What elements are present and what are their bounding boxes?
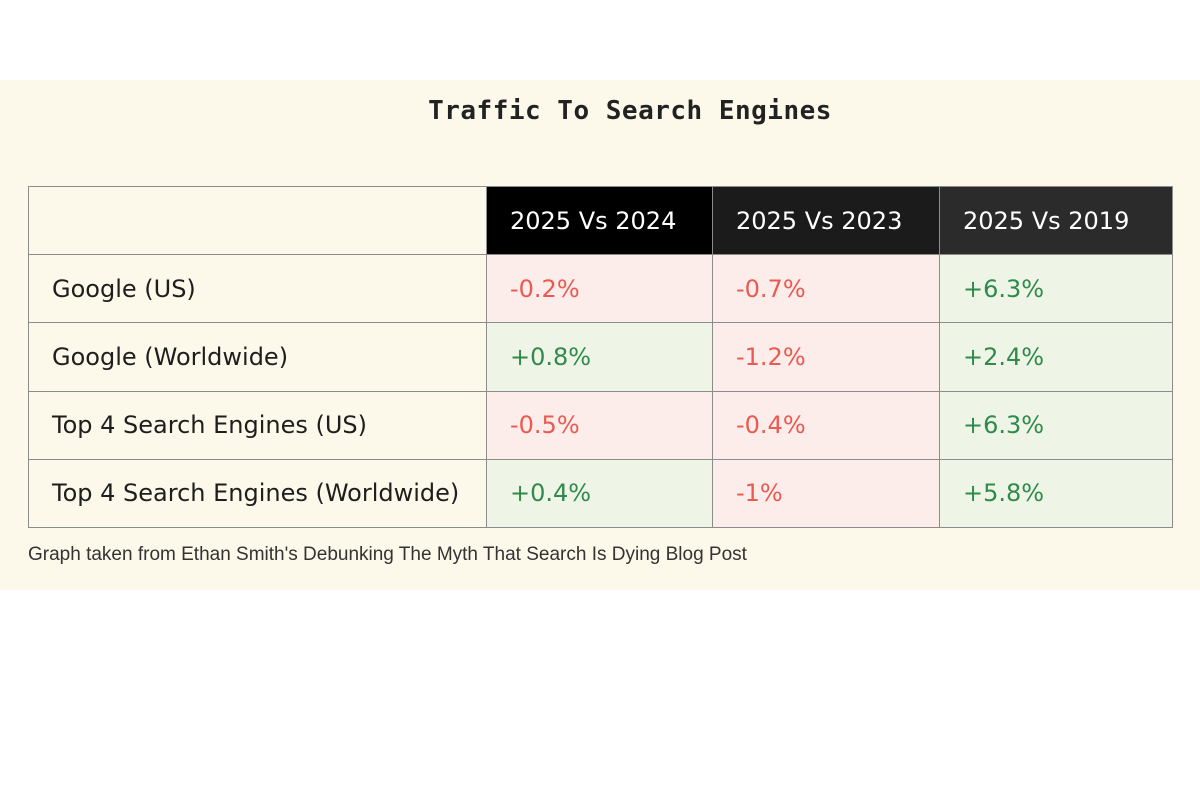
value-cell: +5.8% — [939, 458, 1173, 529]
source-caption: Graph taken from Ethan Smith's Debunking… — [28, 544, 747, 565]
row-label: Google (Worldwide) — [28, 322, 487, 392]
traffic-table: 2025 Vs 2024 2025 Vs 2023 2025 Vs 2019 G… — [28, 186, 1173, 529]
column-header: 2025 Vs 2023 — [712, 186, 940, 255]
value-cell: -1.2% — [712, 322, 940, 392]
column-header: 2025 Vs 2024 — [486, 186, 713, 255]
table-row: Top 4 Search Engines (Worldwide) +0.4% -… — [28, 458, 1173, 529]
value-cell: -1% — [712, 458, 940, 529]
chart-title: Traffic To Search Engines — [428, 96, 832, 126]
value-cell: -0.7% — [712, 253, 940, 324]
value-cell: +2.4% — [939, 322, 1173, 392]
column-header: 2025 Vs 2019 — [939, 186, 1173, 255]
chart-panel: Traffic To Search Engines 2025 Vs 2024 2… — [0, 80, 1200, 590]
value-cell: +0.8% — [486, 322, 713, 392]
value-cell: +6.3% — [939, 253, 1173, 324]
table-row: Google (US) -0.2% -0.7% +6.3% — [28, 253, 1173, 324]
row-label: Top 4 Search Engines (US) — [28, 390, 487, 460]
header-row: 2025 Vs 2024 2025 Vs 2023 2025 Vs 2019 — [28, 186, 1173, 255]
value-cell: -0.4% — [712, 390, 940, 460]
value-cell: -0.5% — [486, 390, 713, 460]
table-row: Google (Worldwide) +0.8% -1.2% +2.4% — [28, 322, 1173, 392]
value-cell: +0.4% — [486, 458, 713, 529]
table-row: Top 4 Search Engines (US) -0.5% -0.4% +6… — [28, 390, 1173, 460]
value-cell: -0.2% — [486, 253, 713, 324]
row-label: Top 4 Search Engines (Worldwide) — [28, 458, 487, 529]
header-corner-cell — [28, 186, 487, 255]
value-cell: +6.3% — [939, 390, 1173, 460]
row-label: Google (US) — [28, 253, 487, 324]
